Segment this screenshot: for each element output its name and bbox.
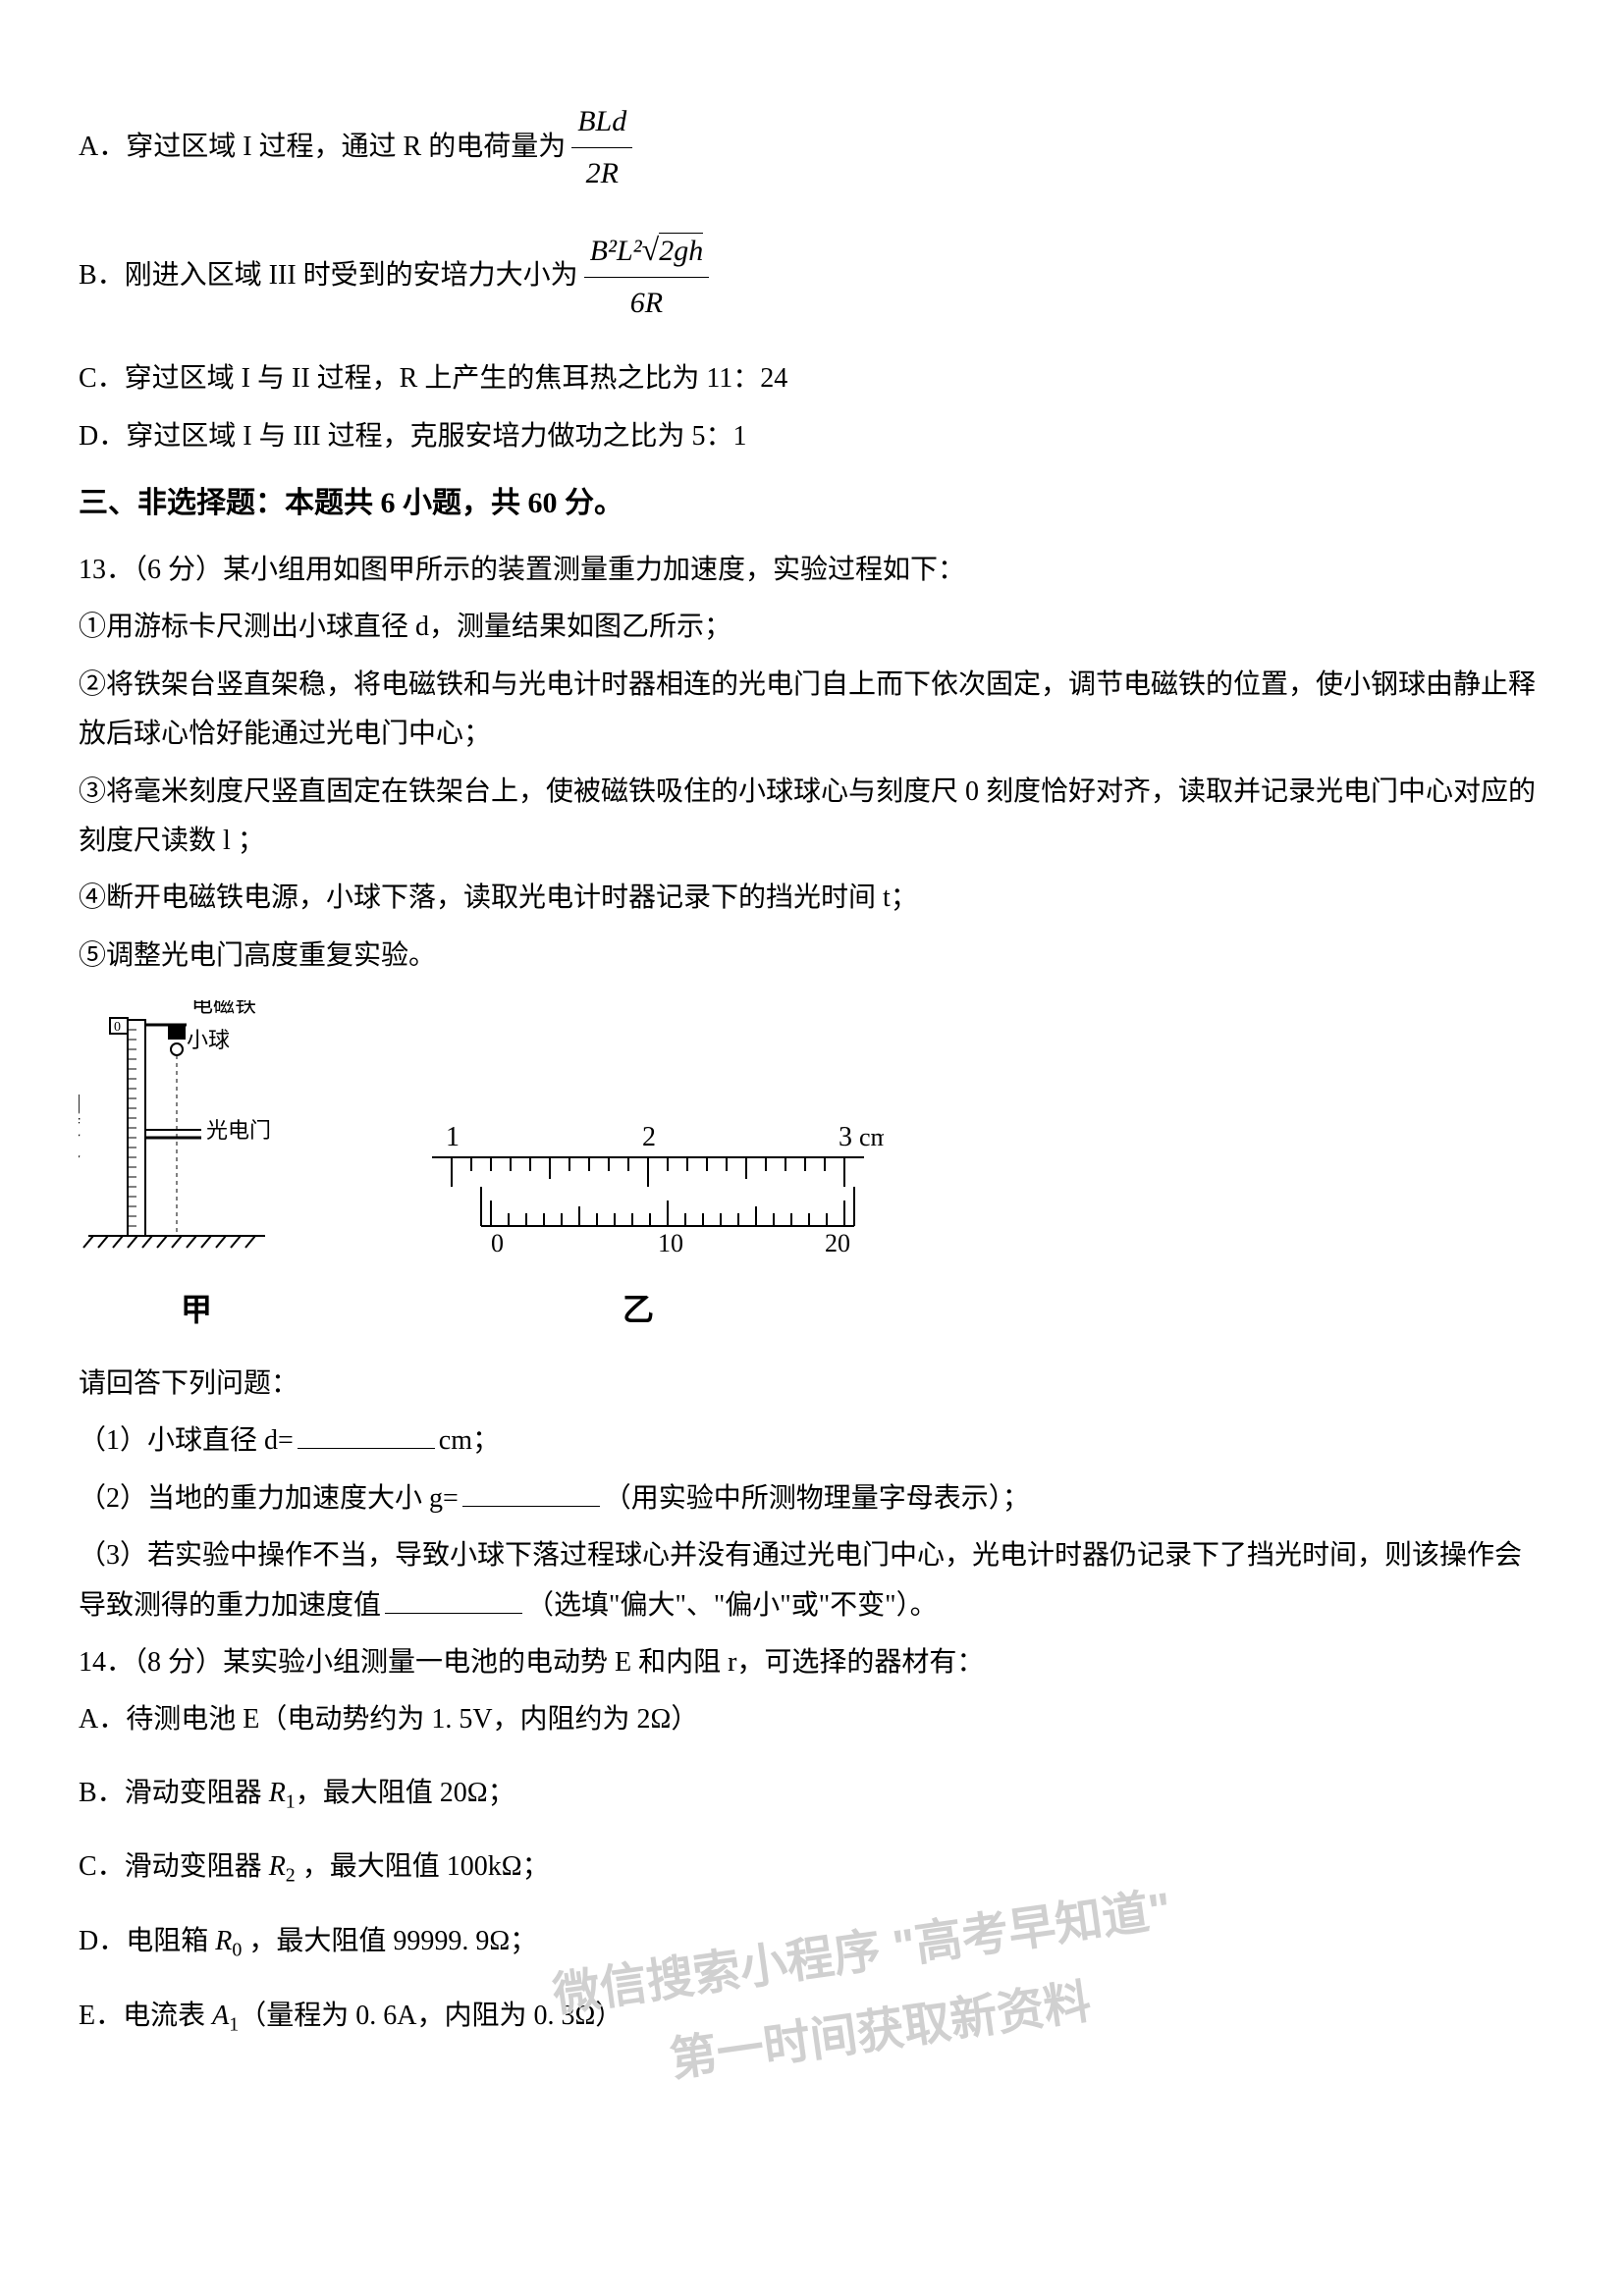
svg-text:3: 3 xyxy=(839,1122,852,1152)
diagram-yi: 1 2 3cm 0 10 20 乙 xyxy=(393,1098,884,1330)
svg-text:cm: cm xyxy=(859,1123,884,1151)
svg-text:2: 2 xyxy=(642,1122,656,1152)
q14-d: D．电阻箱 R0 ，最大阻值 99999. 9Ω； xyxy=(79,1917,1545,1968)
option-a: A．穿过区域 I 过程，通过 R 的电荷量为 BLd 2R xyxy=(79,98,1545,197)
diagram-yi-caption: 乙 xyxy=(623,1285,654,1330)
svg-text:10: 10 xyxy=(658,1229,683,1257)
q14-b: B．滑动变阻器 R1，最大阻值 20Ω； xyxy=(79,1769,1545,1820)
option-a-text: A．穿过区域 I 过程，通过 R 的电荷量为 xyxy=(79,126,566,170)
option-b-text: B．刚进入区域 III 时受到的安培力大小为 xyxy=(79,254,578,298)
q14-e: E．电流表 A1（量程为 0. 6A，内阻为 0. 3Ω） xyxy=(79,1992,1545,2043)
q14-c: C．滑动变阻器 R2 ，最大阻值 100kΩ； xyxy=(79,1842,1545,1894)
option-c: C．穿过区域 I 与 II 过程，R 上产生的焦耳热之比为 11：24 xyxy=(79,354,1545,403)
q14-header: 14．（8 分）某实验小组测量一电池的电动势 E 和内阻 r，可选择的器材有： xyxy=(79,1638,1545,1687)
frac-den: 2R xyxy=(580,148,624,197)
blank-g xyxy=(462,1479,600,1507)
q13-step3: ③将毫米刻度尺竖直固定在铁架台上，使被磁铁吸住的小球球心与刻度尺 0 刻度恰好对… xyxy=(79,768,1545,867)
frac-den: 6R xyxy=(624,278,669,327)
diagram-jia-svg: 0 电磁铁小球光电门 刻度尺 xyxy=(79,1000,314,1275)
q13-step4: ④断开电磁铁电源，小球下落，读取光电计时器记录下的挡光时间 t； xyxy=(79,874,1545,923)
section-title: 三、非选择题：本题共 6 小题，共 60 分。 xyxy=(79,477,1545,530)
frac-num: B²L²2gh xyxy=(584,225,710,278)
diagram-jia-caption: 甲 xyxy=(181,1285,212,1330)
diagram-yi-svg: 1 2 3cm 0 10 20 xyxy=(393,1098,884,1275)
q13-header: 13．（6 分）某小组用如图甲所示的装置测量重力加速度，实验过程如下： xyxy=(79,546,1545,595)
q14-a: A．待测电池 E（电动势约为 1. 5V，内阻约为 2Ω） xyxy=(79,1695,1545,1744)
svg-text:20: 20 xyxy=(825,1229,850,1257)
q13-p1: （1）小球直径 d=cm； xyxy=(79,1416,1545,1466)
svg-text:0: 0 xyxy=(491,1229,504,1257)
svg-text:光电门: 光电门 xyxy=(206,1118,271,1143)
svg-text:刻度尺: 刻度尺 xyxy=(79,1094,81,1158)
q13-step2: ②将铁架台竖直架稳，将电磁铁和与光电计时器相连的光电门自上而下依次固定，调节电磁… xyxy=(79,661,1545,760)
q13-p2: （2）当地的重力加速度大小 g=（用实验中所测物理量字母表示）； xyxy=(79,1474,1545,1523)
blank-bias xyxy=(385,1586,522,1614)
svg-text:1: 1 xyxy=(446,1122,460,1152)
option-d: D．穿过区域 I 与 III 过程，克服安培力做功之比为 5：1 xyxy=(79,412,1545,461)
sqrt: 2gh xyxy=(642,225,704,275)
option-b: B．刚进入区域 III 时受到的安培力大小为 B²L²2gh 6R xyxy=(79,225,1545,327)
blank-d xyxy=(298,1421,435,1449)
svg-text:小球: 小球 xyxy=(187,1028,230,1052)
diagram-jia: 0 电磁铁小球光电门 刻度尺 甲 xyxy=(79,1000,314,1330)
diagram-row: 微信搜索小程序 "高考早知道" 第一时间获取新资料 0电磁铁小球光电门刻度尺 甲… xyxy=(79,1000,1545,1330)
q13-p3: （3）若实验中操作不当，导致小球下落过程球心并没有通过光电门中心，光电计时器仍记… xyxy=(79,1531,1545,1630)
q13-intro: 请回答下列问题： xyxy=(79,1360,1545,1409)
frac-num: BLd xyxy=(571,98,632,148)
q13-step5: ⑤调整光电门高度重复实验。 xyxy=(79,932,1545,981)
option-a-fraction: BLd 2R xyxy=(571,98,632,197)
option-b-fraction: B²L²2gh 6R xyxy=(584,225,710,327)
svg-text:0: 0 xyxy=(114,1020,121,1035)
svg-text:电磁铁: 电磁铁 xyxy=(191,1000,256,1017)
q13-step1: ①用游标卡尺测出小球直径 d，测量结果如图乙所示； xyxy=(79,603,1545,652)
